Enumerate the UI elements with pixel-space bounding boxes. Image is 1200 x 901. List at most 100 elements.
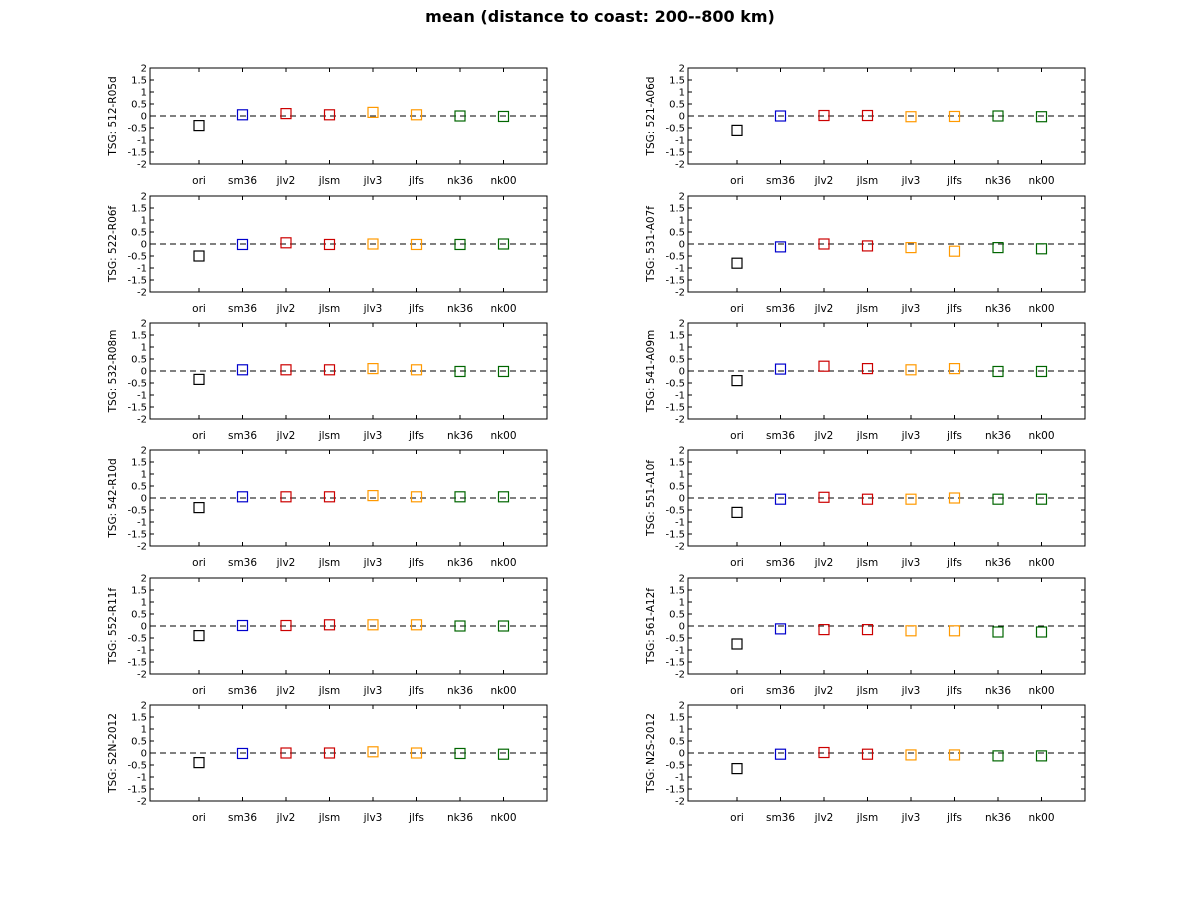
data-point-nk36 — [454, 747, 466, 760]
data-point-jlsm — [861, 363, 874, 375]
data-point-nk36 — [992, 242, 1004, 254]
y-tick-label: -1.5 — [127, 276, 147, 287]
data-point-nk36 — [454, 491, 466, 503]
x-tick-label: nk00 — [490, 812, 516, 824]
data-point-nk36 — [992, 493, 1004, 505]
x-tick-label: nk36 — [447, 303, 473, 315]
data-point-jlv3 — [905, 364, 917, 376]
y-tick-label: -1 — [675, 773, 685, 784]
plot-frame — [687, 449, 1086, 547]
x-tick-label: jlsm — [856, 812, 879, 824]
data-point-nk36 — [992, 365, 1004, 378]
plot-frame — [687, 195, 1086, 293]
y-tick-label: 2 — [679, 319, 685, 330]
data-point-jlv3 — [367, 746, 379, 758]
y-axis-label: TSG: 551-A10f — [645, 460, 657, 537]
y-tick-label: 1 — [141, 88, 147, 99]
y-tick-label: 0 — [141, 367, 147, 378]
y-tick-label: 0 — [141, 494, 147, 505]
y-tick-label: -1.5 — [127, 403, 147, 414]
y-tick-label: -0.5 — [665, 506, 685, 517]
data-point-jlfs — [948, 363, 961, 375]
y-tick-label: 1.5 — [669, 331, 685, 342]
x-tick-label: jlv2 — [814, 685, 834, 697]
x-tick-label: jlv2 — [814, 812, 834, 824]
y-tick-label: 0 — [141, 240, 147, 251]
data-point-jlsm — [323, 491, 336, 503]
y-tick-label: 0 — [679, 749, 685, 760]
data-point-sm36 — [774, 241, 787, 253]
data-point-nk00 — [1035, 750, 1048, 762]
y-tick-label: 0 — [679, 112, 685, 123]
y-tick-label: -0.5 — [665, 634, 685, 645]
x-tick-label: jlsm — [318, 557, 341, 569]
y-tick-label: -1 — [675, 518, 685, 529]
y-tick-label: 2 — [679, 446, 685, 457]
x-tick-label: jlv2 — [276, 175, 296, 187]
y-tick-label: 1 — [679, 343, 685, 354]
x-tick-label: nk00 — [1028, 430, 1054, 442]
data-point-jlsm — [861, 748, 874, 760]
y-tick-label: 0.5 — [131, 482, 147, 493]
y-tick-label: -2 — [675, 670, 685, 681]
y-tick-label: -1 — [137, 646, 147, 657]
data-point-jlsm — [861, 623, 874, 636]
y-tick-label: -0.5 — [665, 124, 685, 135]
y-tick-label: 0 — [141, 622, 147, 633]
data-point-ori — [193, 250, 205, 262]
plot-frame — [149, 322, 548, 420]
x-tick-label: jlfs — [946, 557, 962, 569]
y-tick-label: 1 — [141, 725, 147, 736]
y-tick-label: 0.5 — [131, 228, 147, 239]
plot-frame — [149, 195, 548, 293]
x-tick-label: nk36 — [447, 557, 473, 569]
data-point-jlfs — [948, 492, 961, 504]
x-tick-label: jlfs — [408, 430, 424, 442]
y-tick-label: 1.5 — [669, 586, 685, 597]
data-point-nk00 — [1035, 493, 1048, 505]
x-tick-label: jlv2 — [814, 175, 834, 187]
data-point-nk00 — [497, 238, 510, 250]
x-tick-label: nk36 — [447, 430, 473, 442]
panel-5: 21.510.50-0.5-1-1.5-2 TSG: 532-R08m ori sm3… — [107, 319, 548, 442]
x-tick-label: jlfs — [946, 685, 962, 697]
data-point-nk00 — [497, 620, 510, 632]
y-tick-label: 1.5 — [669, 204, 685, 215]
panel-11: 21.510.50-0.5-1-1.5-2 TSG: S2N-2012 ori sm3… — [107, 701, 548, 824]
x-tick-label: jlv2 — [276, 303, 296, 315]
y-axis-label: TSG: S2N-2012 — [107, 713, 119, 794]
data-point-jlv3 — [367, 106, 379, 119]
x-tick-label: nk00 — [1028, 175, 1054, 187]
x-tick-label: jlv3 — [363, 557, 383, 569]
x-tick-label: sm36 — [766, 175, 795, 187]
y-tick-label: 2 — [679, 192, 685, 203]
y-tick-label: -1 — [675, 391, 685, 402]
y-tick-label: 0.5 — [669, 610, 685, 621]
panel-9: 21.510.50-0.5-1-1.5-2 TSG: 552-R11f ori sm3… — [107, 574, 548, 697]
y-tick-label: 2 — [679, 574, 685, 585]
y-tick-label: -1 — [675, 646, 685, 657]
data-point-nk36 — [454, 365, 466, 378]
data-point-jlv2 — [280, 107, 292, 120]
x-tick-label: sm36 — [766, 685, 795, 697]
y-tick-label: -1.5 — [665, 148, 685, 159]
data-point-jlv3 — [905, 242, 917, 254]
plot-frame — [687, 322, 1086, 420]
y-tick-label: 0.5 — [669, 482, 685, 493]
data-point-jlv2 — [280, 491, 292, 503]
data-point-jlfs — [410, 747, 423, 759]
x-tick-label: jlsm — [318, 430, 341, 442]
y-tick-label: 0.5 — [669, 100, 685, 111]
x-tick-label: ori — [192, 175, 206, 187]
x-tick-label: jlv2 — [814, 557, 834, 569]
data-point-ori — [193, 756, 205, 769]
y-tick-label: 0 — [679, 367, 685, 378]
x-tick-label: nk36 — [985, 430, 1011, 442]
data-point-jlsm — [861, 493, 874, 505]
data-point-ori — [193, 373, 205, 385]
data-point-nk36 — [454, 110, 466, 122]
x-tick-label: jlfs — [408, 557, 424, 569]
data-point-sm36 — [774, 110, 787, 122]
x-tick-label: jlfs — [946, 303, 962, 315]
x-tick-label: nk00 — [490, 685, 516, 697]
